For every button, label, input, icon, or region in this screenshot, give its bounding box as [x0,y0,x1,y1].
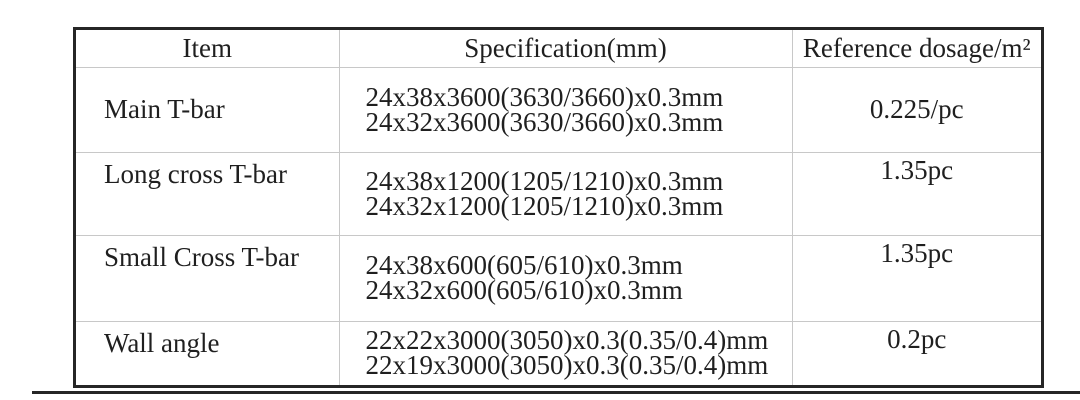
header-item: Item [76,30,340,68]
item-cell: Main T-bar [76,67,340,153]
spec-line: 22x22x3000(3050)x0.3(0.35/0.4)mm [365,325,769,356]
spec-cell: 24x38x1200(1205/1210)x0.3mm 24x32x1200(1… [339,152,793,236]
spec-line: 24x32x1200(1205/1210)x0.3mm [365,190,724,221]
dosage-cell: 1.35pc [792,152,1041,236]
dosage-cell: 0.225/pc [792,67,1041,153]
spec-line: 24x38x1200(1205/1210)x0.3mm [365,165,724,196]
spec-cell: 22x22x3000(3050)x0.3(0.35/0.4)mm 22x19x3… [339,321,793,385]
spec-cell: 24x38x600(605/610)x0.3mm 24x32x600(605/6… [339,235,793,322]
bottom-horizontal-rule [32,391,1080,394]
dosage-cell: 1.35pc [792,235,1041,322]
header-specification: Specification(mm) [339,30,793,68]
specification-table: Item Specification(mm) Reference dosage/… [73,27,1044,388]
table-row: Main T-bar 24x38x3600(3630/3660)x0.3mm 2… [76,67,1041,153]
spec-line: 24x32x600(605/610)x0.3mm [365,275,683,305]
spec-line: 24x38x3600(3630/3660)x0.3mm [365,81,724,112]
spec-line: 24x38x600(605/610)x0.3mm [365,250,683,280]
item-cell: Wall angle [76,321,340,385]
item-cell: Long cross T-bar [76,152,340,236]
table-row: Small Cross T-bar 24x38x600(605/610)x0.3… [76,235,1041,322]
spec-cell: 24x38x3600(3630/3660)x0.3mm 24x32x3600(3… [339,67,793,153]
spec-line: 22x19x3000(3050)x0.3(0.35/0.4)mm [365,350,769,381]
header-reference-dosage: Reference dosage/m² [792,30,1041,68]
table-row: Wall angle 22x22x3000(3050)x0.3(0.35/0.4… [76,321,1041,385]
table-row: Long cross T-bar 24x38x1200(1205/1210)x0… [76,152,1041,236]
item-cell: Small Cross T-bar [76,235,340,322]
table-header-row: Item Specification(mm) Reference dosage/… [76,30,1041,68]
dosage-cell: 0.2pc [887,323,947,354]
spec-line: 24x32x3600(3630/3660)x0.3mm [365,106,724,137]
spec-table-grid: Item Specification(mm) Reference dosage/… [76,30,1041,385]
